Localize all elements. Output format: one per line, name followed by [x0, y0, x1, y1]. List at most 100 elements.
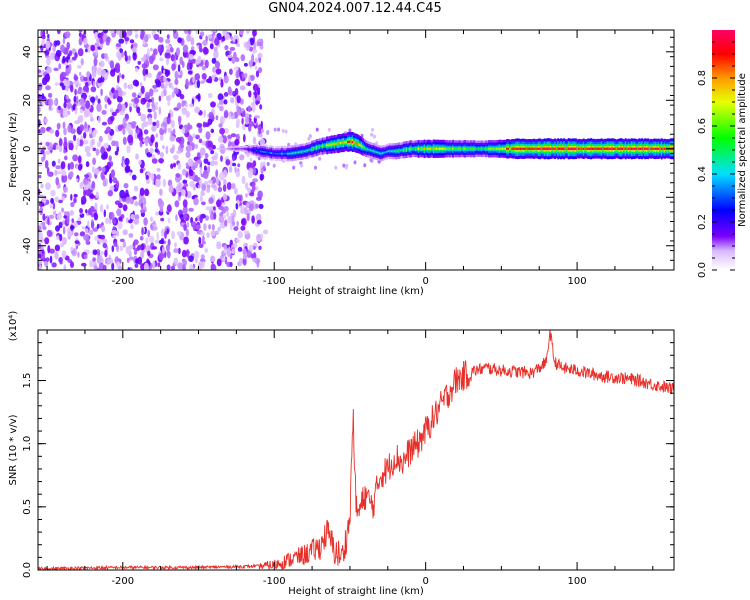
noise-blob [166, 34, 170, 39]
noise-blob [124, 54, 128, 62]
ridge-cell [299, 151, 302, 153]
noise-blob [223, 206, 229, 212]
ridge-cell [662, 147, 665, 150]
noise-blob [244, 116, 250, 125]
noise-blob [90, 212, 95, 218]
noise-blob [90, 86, 97, 93]
noise-blob [260, 128, 264, 133]
noise-blob [167, 99, 171, 107]
noise-blob [188, 169, 194, 177]
noise-blob [85, 161, 90, 168]
ridge-cell [273, 152, 276, 155]
ridge-cell [218, 148, 221, 150]
noise-blob [230, 36, 234, 40]
noise-blob [54, 251, 59, 260]
ridge-cell [411, 147, 414, 150]
noise-blob [50, 189, 56, 197]
noise-blob [42, 77, 48, 86]
noise-blob [49, 255, 53, 264]
noise-blob [205, 131, 211, 140]
noise-blob [155, 178, 161, 188]
noise-blob [103, 30, 108, 34]
noise-blob [334, 165, 338, 170]
ridge-cell [443, 147, 446, 150]
noise-blob [63, 148, 66, 154]
noise-blob [185, 145, 192, 152]
ridge-cell [627, 147, 630, 150]
snr-frame [37, 329, 675, 571]
noise-blob [118, 72, 122, 78]
noise-blob [61, 195, 65, 200]
noise-blob [79, 71, 82, 77]
noise-blob [243, 134, 246, 143]
ridge-cell [315, 146, 318, 149]
noise-blob [137, 60, 142, 65]
noise-blob [185, 110, 190, 118]
noise-blob [370, 132, 374, 137]
noise-blob [239, 30, 244, 36]
noise-blob [216, 199, 222, 207]
noise-blob [182, 199, 188, 208]
noise-blob [246, 249, 252, 258]
noise-blob [106, 259, 111, 265]
ridge-cell [501, 147, 504, 150]
noise-blob [99, 234, 106, 240]
ridge-cell [278, 152, 281, 155]
ridge-cell [264, 151, 267, 153]
noise-blob [95, 95, 99, 101]
noise-blob [138, 133, 143, 142]
noise-blob [117, 220, 123, 230]
ridge-cell [578, 147, 581, 150]
noise-blob [177, 162, 182, 170]
ridge-cell [417, 147, 420, 150]
noise-blob [93, 57, 98, 67]
noise-blob [63, 107, 68, 112]
noise-blob [212, 145, 216, 150]
noise-blob [198, 243, 204, 248]
ridge-cell [374, 150, 377, 153]
noise-blob [165, 38, 171, 44]
noise-blob [63, 186, 68, 193]
noise-blob [85, 209, 88, 214]
noise-blob [211, 155, 218, 160]
ridge-cell [549, 147, 552, 150]
ridge-cell [300, 150, 303, 153]
ridge-cell [402, 149, 405, 151]
noise-blob [252, 83, 259, 92]
noise-blob [212, 66, 216, 73]
noise-blob [122, 91, 127, 96]
noise-blob [234, 187, 238, 195]
noise-blob [242, 257, 247, 266]
noise-blob [69, 171, 74, 178]
noise-blob [118, 90, 124, 97]
noise-blob [342, 163, 346, 168]
ridge-cell [405, 148, 408, 151]
ridge-cell [230, 148, 233, 150]
noise-blob [73, 79, 79, 85]
ridge-cell [518, 147, 521, 150]
noise-blob [242, 124, 246, 131]
ridge-cell [465, 147, 468, 150]
ridge-cell [390, 150, 393, 153]
ridge-cell [593, 147, 596, 150]
noise-blob [180, 189, 186, 197]
ridge-cell [353, 141, 356, 144]
ridge-cell [503, 147, 506, 150]
noise-blob [248, 76, 251, 83]
ridge-cell [227, 148, 230, 150]
ridge-cell [606, 147, 609, 150]
noise-blob [327, 127, 331, 132]
ridge-cell [392, 150, 395, 153]
noise-blob [61, 174, 68, 183]
ridge-cell [489, 147, 492, 150]
ridge-cell [510, 147, 513, 150]
noise-blob [258, 203, 264, 209]
noise-blob [44, 160, 49, 169]
noise-blob [186, 190, 192, 199]
ridge-cell [312, 147, 315, 150]
noise-blob [176, 150, 181, 155]
noise-blob [204, 248, 208, 253]
noise-blob [236, 220, 239, 227]
ridge-cell [645, 147, 648, 150]
